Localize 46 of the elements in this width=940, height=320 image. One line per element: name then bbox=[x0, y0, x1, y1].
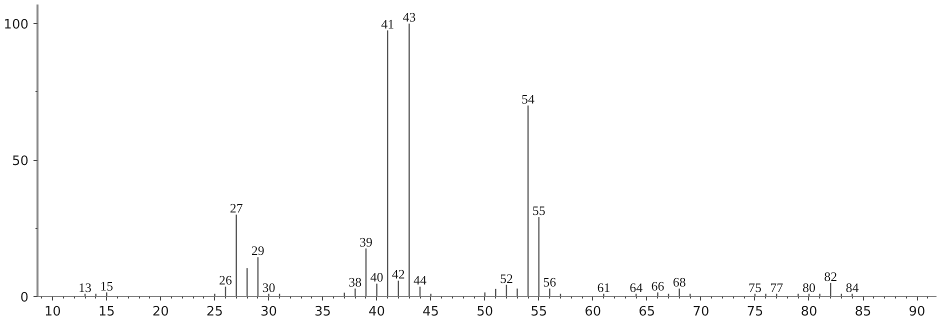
annotation: 30 bbox=[262, 280, 276, 295]
annotation: 75 bbox=[748, 280, 762, 295]
x-tick-label: 50 bbox=[476, 304, 494, 320]
x-tick-label: 15 bbox=[98, 304, 115, 320]
annotation: 55 bbox=[532, 203, 546, 218]
annotation: 77 bbox=[770, 280, 784, 295]
annotation: 39 bbox=[359, 234, 372, 250]
y-tick-label: 50 bbox=[12, 154, 29, 170]
annotation: 52 bbox=[500, 270, 513, 286]
annotation: 61 bbox=[597, 280, 610, 295]
annotation: 41 bbox=[381, 16, 394, 32]
x-tick-label: 80 bbox=[800, 304, 818, 320]
y-tick-label: 100 bbox=[4, 18, 29, 33]
annotation: 64 bbox=[630, 280, 644, 295]
x-tick-label: 55 bbox=[530, 304, 548, 320]
annotation: 29 bbox=[251, 243, 264, 258]
x-tick-label: 70 bbox=[692, 304, 710, 320]
x-tick-label: 20 bbox=[152, 304, 169, 320]
annotation: 56 bbox=[543, 274, 557, 290]
annotation: 40 bbox=[370, 270, 384, 285]
x-tick-label: 75 bbox=[746, 304, 764, 320]
x-tick-label: 10 bbox=[44, 304, 61, 320]
annotation: 68 bbox=[672, 274, 686, 290]
x-tick-label: 30 bbox=[260, 304, 278, 320]
annotation: 80 bbox=[802, 280, 816, 295]
x-tick-label: 85 bbox=[854, 304, 872, 320]
x-tick-label: 65 bbox=[638, 304, 656, 320]
annotation: 84 bbox=[846, 280, 860, 295]
annotation: 38 bbox=[348, 274, 362, 290]
annotation: 13 bbox=[78, 280, 92, 295]
x-tick-label: 40 bbox=[368, 304, 386, 320]
annotation: 15 bbox=[100, 278, 114, 294]
annotation: 44 bbox=[414, 272, 428, 288]
annotation: 54 bbox=[522, 91, 536, 106]
x-tick-label: 25 bbox=[206, 304, 223, 320]
annotation: 82 bbox=[824, 268, 838, 284]
x-tick-label: 35 bbox=[314, 304, 332, 320]
annotation: 42 bbox=[392, 266, 405, 282]
x-tick-label: 45 bbox=[422, 304, 440, 320]
x-tick-label: 60 bbox=[584, 304, 602, 320]
x-tick-label: 90 bbox=[908, 304, 926, 320]
annotation: 26 bbox=[219, 272, 233, 288]
annotation: 66 bbox=[651, 278, 665, 294]
y-tick-label: 0 bbox=[20, 290, 29, 306]
annotation: 43 bbox=[402, 10, 416, 25]
annotation: 27 bbox=[230, 200, 244, 216]
